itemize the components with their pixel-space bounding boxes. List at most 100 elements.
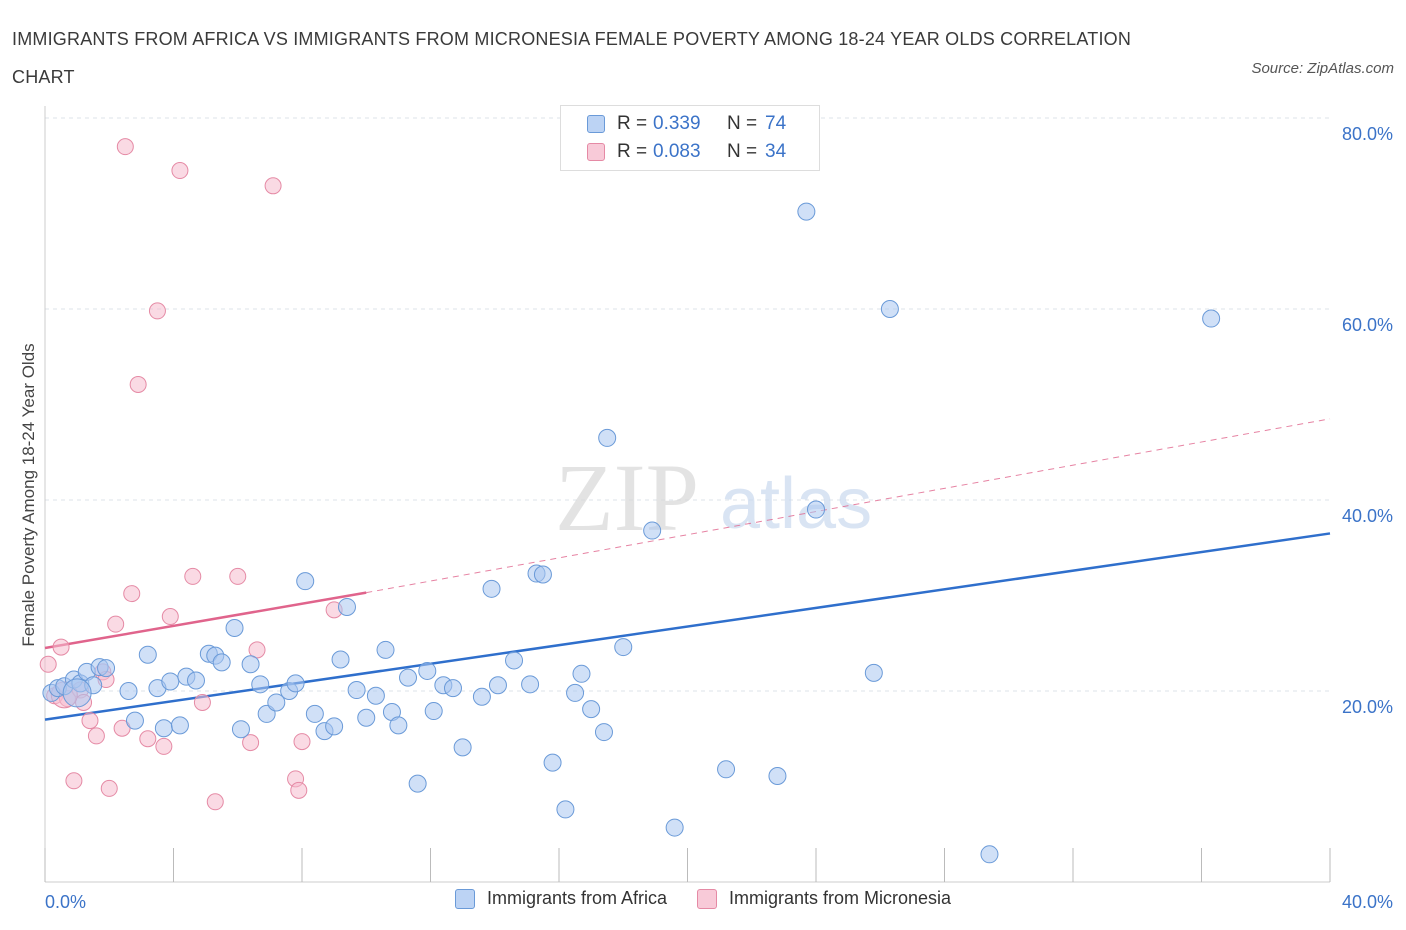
- africa-point: [97, 659, 116, 678]
- y-tick-label: 60.0%: [1342, 315, 1393, 335]
- micronesia-points: [39, 138, 343, 811]
- africa-point: [582, 700, 601, 719]
- africa-point: [768, 766, 787, 785]
- africa-point: [488, 676, 507, 695]
- africa-point: [138, 645, 157, 664]
- africa-point: [424, 702, 443, 721]
- watermark-atlas: atlas: [720, 464, 872, 544]
- micronesia-trend-extension: [366, 418, 1331, 594]
- africa-point: [880, 300, 899, 318]
- africa-point: [170, 716, 189, 735]
- africa-point: [408, 774, 427, 793]
- micronesia-point: [184, 567, 202, 585]
- africa-point: [418, 661, 437, 680]
- micronesia-point: [155, 737, 173, 755]
- micronesia-point: [193, 693, 211, 711]
- africa-point: [807, 500, 825, 519]
- micronesia-point: [148, 302, 166, 320]
- x-tick-label: 40.0%: [1342, 892, 1393, 912]
- grid-lines: [45, 117, 1330, 692]
- africa-point: [257, 704, 276, 723]
- africa-point: [864, 663, 883, 682]
- legend-label-africa: Immigrants from Africa: [486, 888, 667, 908]
- africa-point: [505, 651, 524, 670]
- africa-point: [643, 521, 662, 540]
- micronesia-point: [248, 641, 266, 659]
- tick-labels: 20.0% 40.0% 60.0% 80.0% 0.0% 40.0%: [45, 124, 1393, 912]
- africa-point: [521, 675, 540, 694]
- y-tick-label: 40.0%: [1342, 506, 1393, 526]
- africa-point: [154, 719, 173, 738]
- micronesia-point: [161, 608, 179, 626]
- africa-point: [337, 597, 356, 616]
- africa-point: [572, 664, 591, 683]
- africa-points: [42, 202, 1221, 864]
- chart-title: IMMIGRANTS FROM AFRICA VS IMMIGRANTS FRO…: [12, 29, 1132, 87]
- source-label: Source: ZipAtlas.com: [1251, 60, 1394, 77]
- micronesia-swatch: [697, 888, 717, 909]
- micronesia-point: [290, 781, 308, 799]
- y-axis-label: Female Poverty Among 18-24 Year Olds: [19, 343, 38, 646]
- micronesia-point: [65, 772, 83, 790]
- africa-point: [186, 671, 205, 690]
- micronesia-point: [87, 727, 105, 745]
- africa-point: [119, 682, 138, 700]
- n-label: N =: [727, 113, 758, 134]
- africa-point: [556, 800, 575, 819]
- africa-point: [231, 720, 250, 739]
- africa-point: [366, 686, 385, 705]
- micronesia-point: [81, 712, 99, 730]
- x-tick-label: 0.0%: [45, 892, 86, 912]
- watermark: ZIP atlas: [555, 444, 872, 551]
- africa-point: [482, 579, 501, 598]
- africa-point: [797, 202, 816, 221]
- africa-swatch: [454, 888, 475, 909]
- africa-point: [598, 428, 617, 447]
- series-legend: Immigrants from Africa Immigrants from M…: [0, 888, 1406, 909]
- watermark-zip: ZIP: [555, 444, 699, 551]
- africa-point: [62, 678, 92, 708]
- r-value: 0.339: [653, 113, 701, 134]
- r-label: R =: [617, 141, 648, 162]
- africa-point: [325, 717, 344, 736]
- stats-row-africa: R = 0.339 N = 74: [587, 110, 786, 138]
- africa-point: [533, 565, 552, 584]
- africa-point: [453, 738, 472, 757]
- r-value: 0.083: [653, 141, 701, 162]
- stats-legend: R = 0.339 N = 74 R = 0.083 N = 34: [560, 105, 820, 171]
- africa-point: [389, 716, 408, 735]
- micronesia-point: [242, 734, 260, 752]
- axes: [44, 106, 1331, 883]
- africa-point: [161, 672, 180, 691]
- africa-point: [717, 760, 736, 779]
- y-tick-label: 80.0%: [1342, 124, 1393, 144]
- africa-point: [241, 655, 260, 674]
- r-label: R =: [617, 113, 648, 134]
- micronesia-swatch: [587, 143, 605, 161]
- n-value: 74: [765, 113, 787, 134]
- micronesia-point: [123, 585, 141, 603]
- africa-point: [251, 675, 270, 694]
- micronesia-point: [206, 793, 224, 811]
- africa-point: [267, 693, 286, 712]
- micronesia-point: [100, 779, 118, 797]
- micronesia-point: [139, 730, 157, 748]
- micronesia-point: [293, 733, 311, 751]
- micronesia-point: [107, 615, 125, 633]
- micronesia-point: [264, 177, 282, 195]
- africa-point: [125, 711, 144, 730]
- legend-item-africa[interactable]: Immigrants from Africa: [454, 888, 667, 909]
- micronesia-trend-line: [44, 591, 367, 650]
- micronesia-point: [171, 162, 189, 180]
- micronesia-point: [129, 375, 147, 393]
- africa-point: [594, 723, 613, 742]
- y-tick-label: 20.0%: [1342, 697, 1393, 717]
- legend-item-micronesia[interactable]: Immigrants from Micronesia: [697, 888, 951, 909]
- stats-row-micronesia: R = 0.083 N = 34: [587, 138, 786, 166]
- africa-point: [614, 638, 633, 657]
- africa-point: [1202, 309, 1221, 328]
- micronesia-point: [39, 655, 57, 673]
- africa-point: [443, 679, 462, 698]
- africa-point: [212, 653, 231, 672]
